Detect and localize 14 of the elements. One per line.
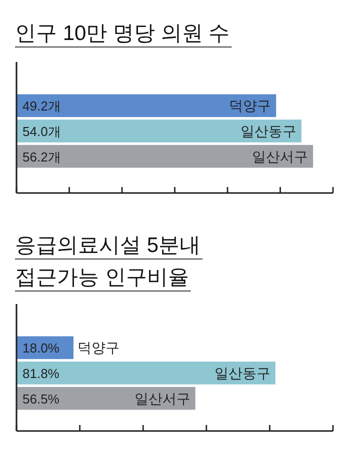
data-label: 54.0개 [22, 124, 61, 139]
data-label: 81.8% [22, 366, 60, 381]
data-label: 49.2개 [22, 98, 61, 114]
data-label: 56.2개 [22, 149, 61, 164]
data-label: 56.5% [22, 391, 60, 406]
y-tick-label: 일산동구 [214, 365, 270, 381]
y-tick-label: 일산동구 [240, 123, 296, 139]
y-tick-label: 일산서구 [134, 390, 190, 406]
chart-title: 응급의료시설 5분내 접근가능 인구비율 [15, 234, 201, 289]
y-tick-label: 일산서구 [252, 148, 308, 164]
data-label: 18.0% [22, 340, 60, 356]
y-tick-label: 덕양구 [77, 340, 120, 356]
y-tick-label: 덕양구 [229, 98, 272, 114]
chart-title: 인구 10만 명당 의원 수 [15, 22, 230, 45]
